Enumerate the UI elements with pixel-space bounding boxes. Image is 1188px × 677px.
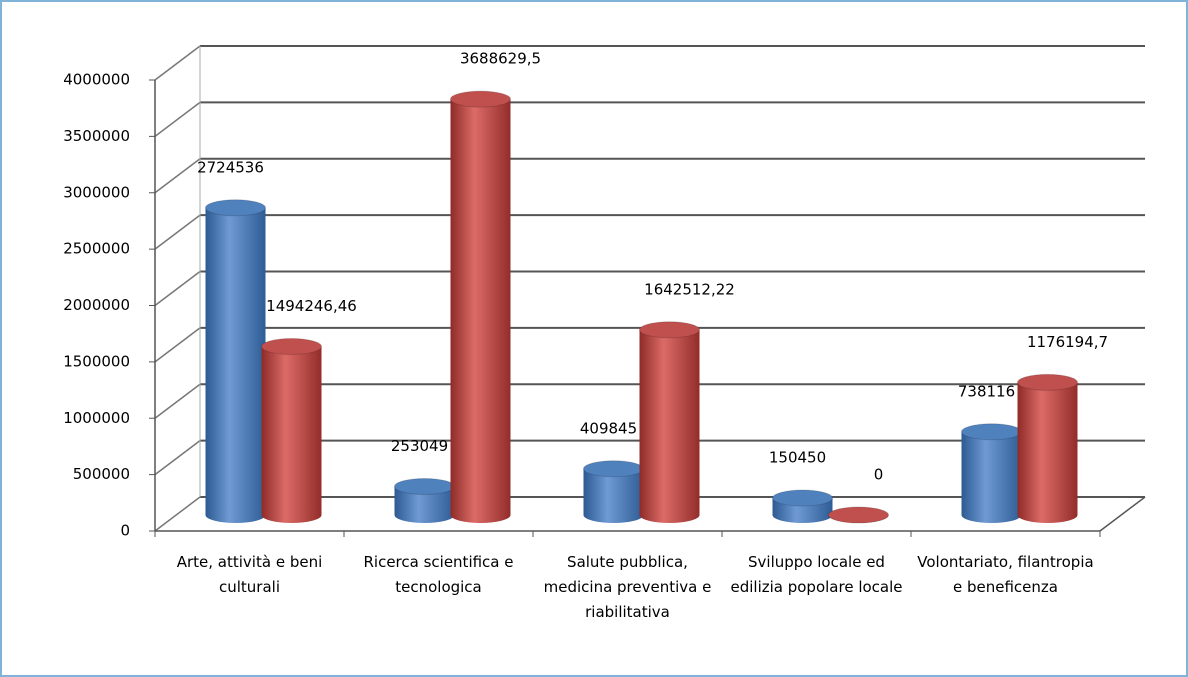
grid-line [154, 158, 201, 194]
y-tick-label: 1500000 [63, 352, 130, 370]
grid-line [154, 327, 201, 363]
bar [639, 321, 700, 523]
x-tick-label: Ricerca scientifica e tecnologica [363, 553, 514, 596]
data-label: 1176194,7 [1027, 333, 1108, 351]
bar-body [639, 329, 700, 523]
bar [205, 199, 266, 523]
data-label: 738116 [958, 382, 1015, 400]
grid-line [154, 496, 201, 532]
bar-body [261, 346, 322, 523]
x-tick-label: Sviluppo locale ed edilizia popolare loc… [730, 553, 903, 596]
y-tick-label: 500000 [73, 465, 130, 483]
bar [828, 506, 889, 524]
x-tick-label: Volontariato, filantropia e beneficenza [917, 553, 1094, 596]
bar-body [1017, 382, 1078, 523]
y-tick-label: 3000000 [63, 183, 130, 201]
bar-top [450, 90, 511, 108]
data-label: 3688629,5 [460, 50, 541, 68]
bar-body [205, 207, 266, 523]
bar [261, 338, 322, 523]
bar [1017, 373, 1078, 523]
bar [583, 460, 644, 523]
bar-top [772, 489, 833, 507]
grid-line [154, 383, 201, 419]
data-label: 2724536 [197, 158, 264, 176]
bar-top [583, 460, 644, 478]
bar-top [261, 338, 322, 356]
grid-line [154, 214, 201, 250]
bar-body [583, 468, 644, 523]
grid-line [154, 45, 201, 81]
y-tick-label: 2500000 [63, 240, 130, 258]
bar-top [961, 423, 1022, 441]
data-label: 0 [874, 466, 884, 484]
bar-body [394, 486, 455, 523]
data-label: 253049 [391, 437, 448, 455]
data-label: 1642512,22 [644, 280, 735, 298]
bar-top [205, 199, 266, 217]
grid-line [154, 270, 201, 307]
x-tick-label: Arte, attività e beni culturali [176, 553, 323, 596]
bar [394, 477, 455, 523]
bar-top [828, 506, 889, 524]
data-label: 1494246,46 [266, 297, 357, 315]
y-tick-label: 3500000 [63, 127, 130, 145]
grid-line [154, 101, 201, 137]
bar [772, 489, 833, 523]
y-tick-label: 4000000 [63, 71, 130, 89]
bar-body [961, 431, 1022, 523]
bar-top [394, 477, 455, 495]
x-tick-label: Salute pubblica, medicina preventiva e r… [543, 553, 712, 621]
y-tick-label: 1000000 [63, 409, 130, 427]
data-label: 150450 [769, 449, 826, 467]
bar-top [1017, 373, 1078, 391]
data-label: 409845 [580, 419, 637, 437]
y-tick-label: 0 [120, 522, 130, 540]
floor-edge [1099, 496, 1146, 532]
grid-line [154, 440, 201, 476]
bar [961, 423, 1022, 523]
bar-top [639, 321, 700, 339]
bar [450, 90, 511, 523]
bar-body [450, 99, 511, 523]
y-tick-label: 2000000 [63, 296, 130, 314]
